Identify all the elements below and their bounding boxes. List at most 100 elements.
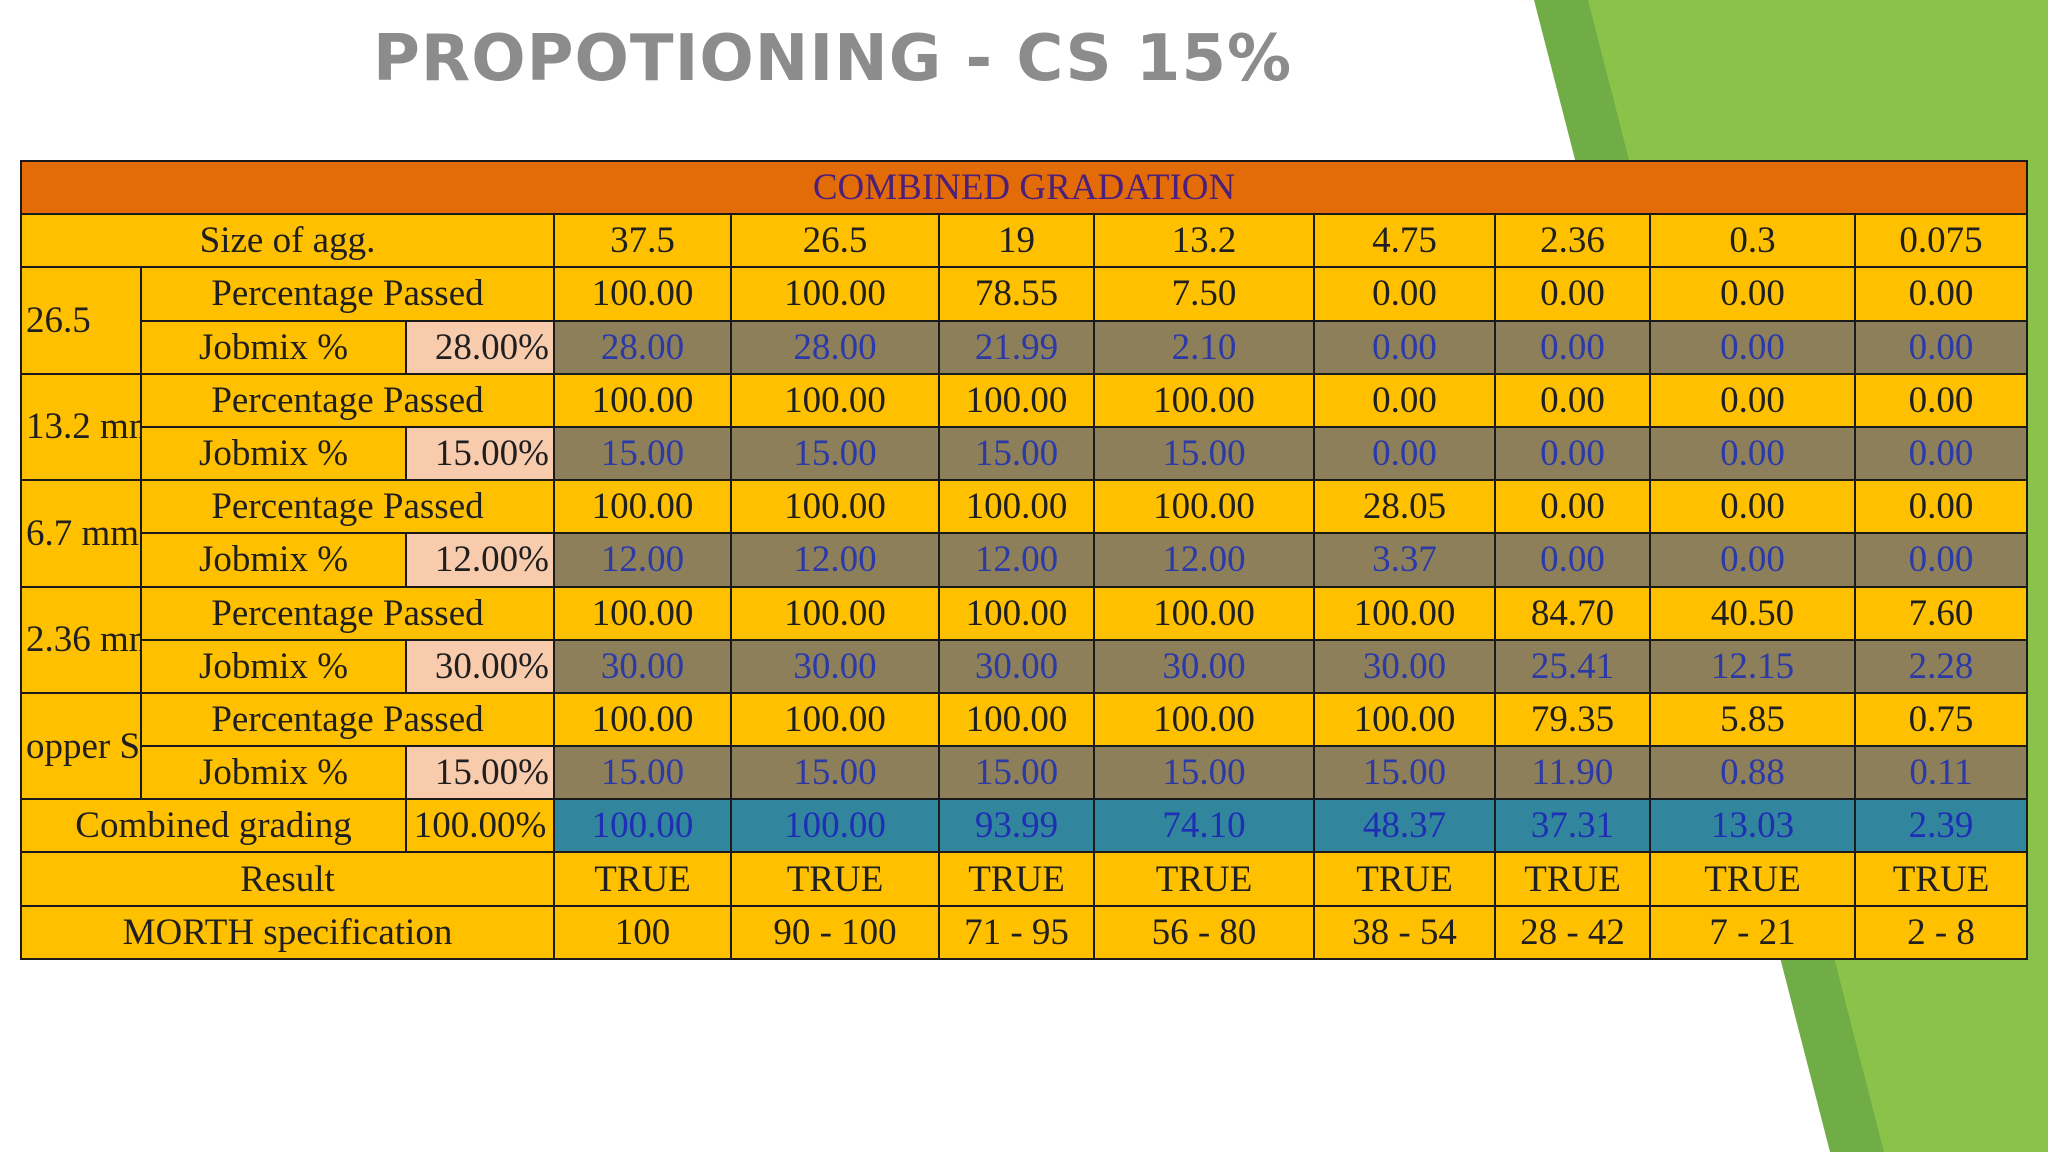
- jobmix-cell: 15.00: [1313, 745, 1496, 801]
- percentage-passed-cell: 0.00: [1649, 372, 1856, 428]
- percentage-passed-cell: 100.00: [553, 479, 732, 535]
- percentage-passed-cell: 100.00: [1313, 691, 1496, 748]
- percentage-passed-cell: 5.85: [1649, 691, 1856, 748]
- percentage-passed-cell: 100.00: [938, 691, 1095, 748]
- jobmix-cell: 15.00: [938, 745, 1095, 801]
- percentage-passed-cell: 100.00: [938, 372, 1095, 428]
- jobmix-cell: 30.00: [1313, 638, 1496, 694]
- combined-grading-cell: 37.31: [1494, 798, 1651, 854]
- jobmix-cell: 15.00: [730, 745, 940, 801]
- jobmix-cell: 0.00: [1494, 425, 1651, 482]
- result-cell: TRUE: [1313, 851, 1496, 907]
- percentage-passed-cell: 100.00: [730, 266, 940, 322]
- percentage-passed-cell: 7.50: [1093, 266, 1315, 322]
- material-label: 6.7 mm: [20, 479, 142, 588]
- jobmix-label: Jobmix %: [140, 425, 407, 482]
- result-cell: TRUE: [730, 851, 940, 907]
- combined-gradation-table: COMBINED GRADATION Size of agg. 37.5 26.5 19…: [19, 159, 2029, 961]
- percentage-passed-cell: 0.00: [1853, 372, 2029, 428]
- jobmix-cell: 0.00: [1494, 319, 1651, 375]
- jobmix-cell: 2.28: [1853, 638, 2029, 694]
- percentage-passed-cell: 100.00: [1313, 585, 1496, 641]
- table-row: Result TRUE TRUE TRUE TRUE TRUE TRUE TRUE TRUE: [20, 851, 2029, 907]
- jobmix-cell: 21.99: [938, 319, 1095, 375]
- percentage-passed-cell: 79.35: [1494, 691, 1651, 748]
- combined-grading-cell: 13.03: [1649, 798, 1856, 854]
- jobmix-proportion: 28.00%: [405, 319, 555, 375]
- percentage-passed-cell: 100.00: [730, 691, 940, 748]
- percentage-passed-cell: 100.00: [1093, 372, 1315, 428]
- jobmix-cell: 2.10: [1093, 319, 1315, 375]
- material-label: 13.2 mm: [20, 372, 142, 482]
- size-of-agg-label: Size of agg.: [20, 213, 555, 269]
- table-row: opper SlaPercentage Passed100.00100.0010…: [20, 691, 2029, 801]
- jobmix-cell: 0.00: [1853, 425, 2029, 482]
- percentage-passed-cell: 28.05: [1313, 479, 1496, 535]
- percentage-passed-cell: 78.55: [938, 266, 1095, 322]
- percentage-passed-cell: 0.00: [1313, 372, 1496, 428]
- morth-spec-cell: 28 - 42: [1494, 904, 1651, 961]
- table-row: Jobmix % 15.00% 15.00 15.00 15.00 15.00 0.00 0.…: [21, 425, 2029, 482]
- sieve-size-header: 0.075: [1853, 213, 2029, 269]
- jobmix-cell: 0.00: [1649, 425, 1856, 482]
- jobmix-cell: 30.00: [553, 638, 732, 694]
- morth-spec-cell: 56 - 80: [1093, 904, 1315, 961]
- percentage-passed-cell: 0.00: [1494, 266, 1651, 322]
- percentage-passed-cell: 100.00: [730, 372, 940, 428]
- jobmix-label: Jobmix %: [140, 532, 407, 588]
- percentage-passed-cell: 100.00: [1093, 691, 1315, 748]
- result-label: Result: [20, 851, 555, 907]
- jobmix-label: Jobmix %: [140, 319, 407, 375]
- table-row: Jobmix % 30.00% 30.00 30.00 30.00 30.00 30.00 2…: [21, 638, 2029, 694]
- table-banner: COMBINED GRADATION: [19, 159, 2029, 216]
- result-cell: TRUE: [1649, 851, 1856, 907]
- percentage-passed-cell: 0.00: [1494, 479, 1651, 535]
- jobmix-cell: 15.00: [1093, 425, 1315, 482]
- morth-spec-cell: 100: [553, 904, 732, 961]
- jobmix-cell: 25.41: [1494, 638, 1651, 694]
- jobmix-proportion: 30.00%: [405, 638, 555, 694]
- percentage-passed-label: Percentage Passed: [140, 372, 555, 428]
- jobmix-cell: 0.00: [1494, 532, 1651, 588]
- sieve-size-header: 26.5: [730, 213, 940, 269]
- table-row: Combined grading 100.00% 100.00 100.00 93.99…: [20, 798, 2029, 854]
- jobmix-cell: 0.11: [1853, 745, 2029, 801]
- percentage-passed-cell: 0.00: [1313, 266, 1496, 322]
- morth-spec-cell: 71 - 95: [938, 904, 1095, 961]
- sieve-size-header: 13.2: [1093, 213, 1315, 269]
- table-row: COMBINED GRADATION: [19, 159, 2029, 216]
- slide-title: PROPOTIONING - CS 15%: [373, 22, 1293, 96]
- jobmix-cell: 12.00: [1093, 532, 1315, 588]
- percentage-passed-cell: 0.00: [1649, 479, 1856, 535]
- table-row: Jobmix % 15.00% 15.00 15.00 15.00 15.00 15.00 1…: [21, 745, 2029, 801]
- percentage-passed-label: Percentage Passed: [140, 266, 555, 322]
- percentage-passed-cell: 0.00: [1853, 266, 2029, 322]
- jobmix-cell: 0.88: [1649, 745, 1856, 801]
- result-cell: TRUE: [938, 851, 1095, 907]
- table-row: Jobmix % 28.00% 28.00 28.00 21.99 2.10 0.00 0.0…: [21, 319, 2029, 375]
- material-label: 26.5: [20, 266, 142, 375]
- percentage-passed-cell: 100.00: [553, 691, 732, 748]
- result-cell: TRUE: [1093, 851, 1315, 907]
- morth-spec-cell: 38 - 54: [1313, 904, 1496, 961]
- table-row: 26.5 Percentage Passed 100.00 100.00 78.55 7.…: [20, 266, 2029, 375]
- jobmix-cell: 12.15: [1649, 638, 1856, 694]
- jobmix-cell: 11.90: [1494, 745, 1651, 801]
- table-row: MORTH specification 100 90 - 100 71 - 95 56 …: [20, 904, 2029, 961]
- jobmix-label: Jobmix %: [140, 638, 407, 694]
- percentage-passed-cell: 84.70: [1494, 585, 1651, 641]
- combined-grading-cell: 100.00: [553, 798, 732, 854]
- jobmix-cell: 0.00: [1313, 425, 1496, 482]
- jobmix-cell: 30.00: [1093, 638, 1315, 694]
- percentage-passed-cell: 0.00: [1494, 372, 1651, 428]
- morth-specification-label: MORTH specification: [20, 904, 555, 961]
- jobmix-label: Jobmix %: [140, 745, 407, 801]
- jobmix-cell: 0.00: [1649, 319, 1856, 375]
- combined-grading-label: Combined grading: [20, 798, 407, 854]
- combined-grading-cell: 74.10: [1093, 798, 1315, 854]
- jobmix-cell: 15.00: [730, 425, 940, 482]
- morth-spec-cell: 7 - 21: [1649, 904, 1856, 961]
- sieve-size-header: 0.3: [1649, 213, 1856, 269]
- percentage-passed-cell: 7.60: [1853, 585, 2029, 641]
